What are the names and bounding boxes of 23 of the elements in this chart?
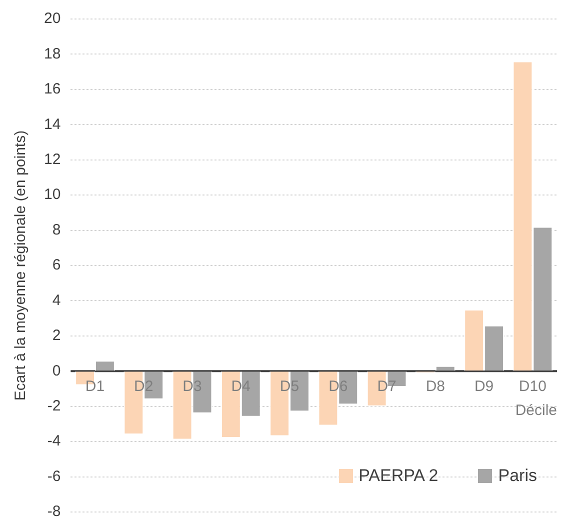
y-tick-label: 6 bbox=[52, 256, 61, 274]
y-tick-label: 8 bbox=[52, 221, 61, 238]
x-tick-label: D10 bbox=[518, 378, 546, 395]
y-axis-title: Ecart à la moyenne régionale (en points) bbox=[12, 130, 30, 401]
y-tick-label: 16 bbox=[44, 80, 61, 98]
y-tick-label: -4 bbox=[47, 432, 61, 450]
y-tick-label: 18 bbox=[44, 45, 61, 62]
y-tick-label: -8 bbox=[47, 503, 61, 520]
x-axis-title: Décile bbox=[515, 402, 557, 419]
y-tick-label: 4 bbox=[52, 292, 61, 309]
y-tick-label: 20 bbox=[44, 10, 61, 28]
y-tick-label: 10 bbox=[44, 186, 61, 204]
y-tick-label: 14 bbox=[44, 116, 61, 133]
y-tick-label: -6 bbox=[47, 468, 61, 485]
legend-label: PAERPA 2 bbox=[358, 466, 438, 486]
x-tick-label: D8 bbox=[426, 378, 446, 395]
y-tick-label: 0 bbox=[52, 362, 61, 380]
y-tick-label: -2 bbox=[47, 398, 61, 414]
legend-label: Paris bbox=[498, 466, 537, 486]
x-tick-label: D9 bbox=[474, 378, 494, 395]
y-tick-label: 12 bbox=[44, 151, 61, 168]
x-tick-label: D1 bbox=[85, 378, 105, 395]
y-tick-label: 2 bbox=[52, 327, 61, 344]
